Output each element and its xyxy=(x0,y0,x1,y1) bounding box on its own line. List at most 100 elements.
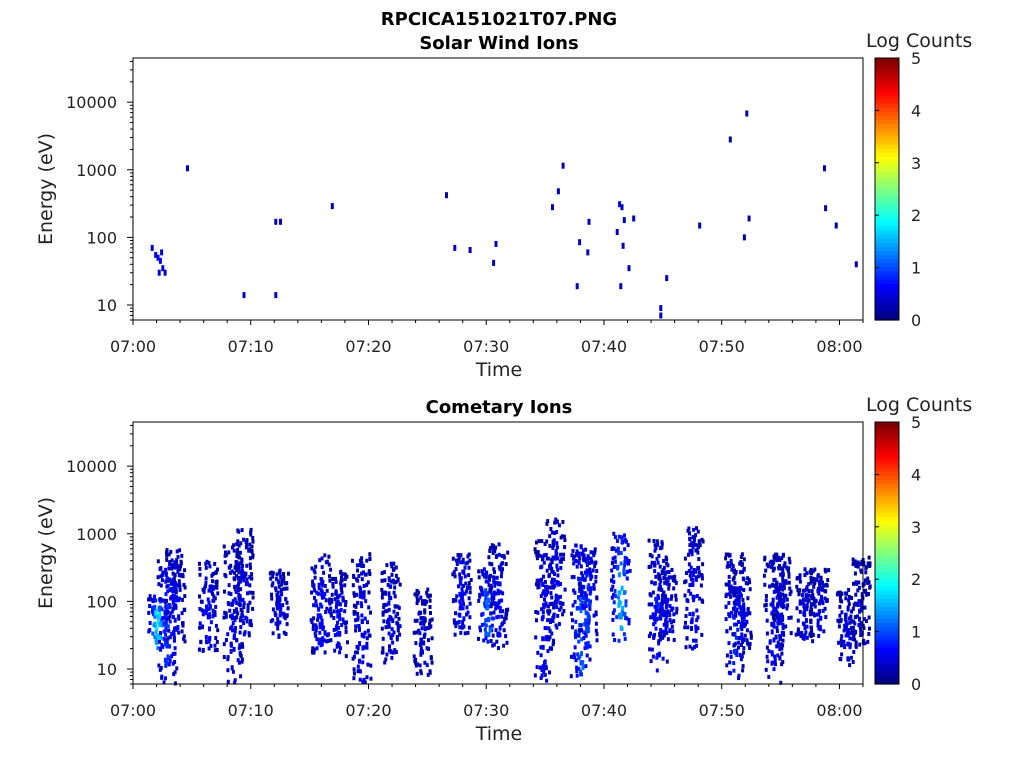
count-cell xyxy=(207,639,211,644)
count-cell xyxy=(540,577,544,582)
count-cell xyxy=(394,650,398,655)
count-cell xyxy=(571,548,575,553)
count-cell xyxy=(236,551,240,556)
count-cell xyxy=(235,601,239,605)
count-cell xyxy=(847,598,851,603)
count-cell xyxy=(594,628,598,633)
count-cell xyxy=(178,587,182,592)
count-cell xyxy=(164,623,168,628)
count-cell xyxy=(727,583,731,587)
count-cell xyxy=(581,630,585,635)
count-cell xyxy=(199,640,203,645)
count-cell xyxy=(852,581,855,586)
count-cell xyxy=(366,628,370,633)
count-cell xyxy=(172,563,176,567)
count-cell xyxy=(825,583,829,588)
count-cell xyxy=(691,535,695,540)
count-cell xyxy=(161,570,165,575)
count-cell xyxy=(397,616,401,621)
count-cell xyxy=(198,572,202,577)
count-cell xyxy=(579,577,583,581)
count-cell xyxy=(352,610,356,614)
count-cell xyxy=(577,561,581,565)
x-tick-label: 07:00 xyxy=(110,337,156,356)
count-cell xyxy=(380,571,384,576)
count-cell xyxy=(164,632,168,637)
count-cell xyxy=(789,631,793,636)
count-cell xyxy=(542,589,546,594)
count-cell xyxy=(541,644,545,650)
count-cell xyxy=(325,588,329,593)
count-cell xyxy=(697,557,701,561)
count-cell xyxy=(541,664,545,670)
count-cell xyxy=(578,628,581,633)
count-cell xyxy=(770,651,774,657)
count-cell xyxy=(313,631,317,636)
count-cell xyxy=(164,626,168,632)
colorbar-step xyxy=(875,201,899,206)
count-cell xyxy=(173,594,177,600)
count-cell xyxy=(577,576,580,581)
count-cell xyxy=(165,550,168,555)
count-cell xyxy=(167,566,171,571)
count-cell xyxy=(485,591,488,597)
count-cell xyxy=(545,539,549,544)
count-cell xyxy=(658,632,662,637)
count-cell xyxy=(324,560,328,565)
count-cell xyxy=(363,645,367,650)
count-cell xyxy=(780,556,784,561)
colorbar-step xyxy=(875,250,899,256)
count-cell xyxy=(499,590,503,595)
count-cell xyxy=(494,628,498,633)
count-cell xyxy=(270,592,273,597)
count-cell xyxy=(776,653,780,658)
count-cell xyxy=(243,630,247,635)
count-cell xyxy=(622,590,626,595)
count-cell xyxy=(579,589,583,594)
colorbar-step xyxy=(875,532,899,538)
count-cell xyxy=(339,646,342,651)
count-cell xyxy=(781,615,785,620)
count-cell xyxy=(660,606,664,611)
count-cell xyxy=(844,596,848,601)
count-cell xyxy=(739,554,743,559)
count-cell xyxy=(351,583,355,588)
count-cell xyxy=(776,585,780,590)
colorbar-step xyxy=(875,291,899,297)
count-cell xyxy=(247,633,251,638)
count-cell xyxy=(170,587,173,592)
count-cell xyxy=(352,575,356,580)
count-cell xyxy=(381,650,385,655)
count-cell xyxy=(692,638,696,643)
count-cell xyxy=(248,590,252,595)
count-cell xyxy=(541,581,545,587)
count-cell xyxy=(198,625,202,630)
count-cell xyxy=(740,632,744,638)
count-cell xyxy=(385,563,389,568)
count-cell xyxy=(172,577,176,582)
count-cell xyxy=(208,635,212,641)
count-cell xyxy=(575,549,579,554)
count-cell xyxy=(618,201,622,208)
count-cell xyxy=(477,575,481,580)
x-tick-label: 07:30 xyxy=(463,337,509,356)
count-cell xyxy=(570,611,573,616)
count-cell xyxy=(282,576,286,580)
count-cell xyxy=(811,593,815,598)
count-cell xyxy=(569,674,573,679)
count-cell xyxy=(199,599,203,604)
count-cell xyxy=(339,581,343,586)
count-cell xyxy=(580,571,584,576)
count-cell xyxy=(776,588,780,593)
count-cell xyxy=(663,580,667,585)
count-cell xyxy=(224,611,228,616)
count-cell xyxy=(546,618,550,623)
count-cell xyxy=(396,611,400,616)
count-cell xyxy=(548,573,551,578)
count-cell xyxy=(620,204,624,211)
count-cell xyxy=(738,653,742,657)
count-cell xyxy=(148,594,152,599)
panel-title-cometary: Cometary Ions xyxy=(426,397,573,418)
count-cell xyxy=(610,587,613,592)
count-cell xyxy=(249,565,252,570)
